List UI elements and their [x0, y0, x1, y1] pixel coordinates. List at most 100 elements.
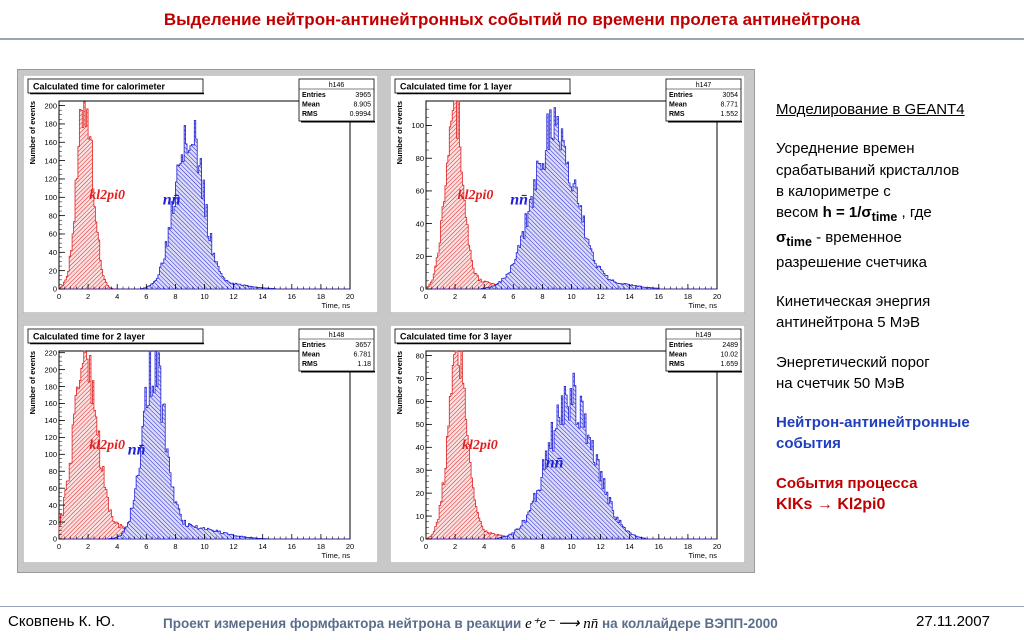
- x-tick-label: 16: [288, 292, 296, 301]
- y-tick-label: 70: [416, 374, 424, 383]
- y-tick-label: 60: [416, 187, 424, 196]
- y-tick-label: 50: [416, 420, 424, 429]
- stats-key: Mean: [302, 102, 320, 109]
- stats-value: 3657: [355, 342, 371, 349]
- y-tick-label: 100: [44, 193, 57, 202]
- histogram-layer1: 0 2 4 6 8 10 12 14 16 18 20 0 20 40 60 80 100 Time, ns Num…: [390, 75, 745, 313]
- nnbar-label: nn̄: [128, 441, 146, 458]
- stats-key: RMS: [669, 361, 685, 368]
- note-energy-line2: антинейтрона 5 МэВ: [776, 314, 921, 332]
- panel-calorimeter: 0 2 4 6 8 10 12 14 16 18 20 0 20 40 60 80 100 120 140 160 18…: [23, 75, 378, 313]
- y-tick-label: 180: [44, 120, 57, 129]
- kl2pi0-label: kl2pi0: [462, 438, 498, 453]
- stats-hist-name: h148: [329, 332, 345, 339]
- footer-project: Проект измерения формфактора нейтрона в …: [163, 614, 778, 633]
- x-tick-label: 10: [567, 292, 575, 301]
- notes-panel: Моделирование в GEANT4 Усреднение времен…: [776, 99, 1021, 535]
- stats-box: [665, 328, 742, 372]
- y-tick-label: 100: [411, 121, 424, 130]
- x-tick-label: 8: [540, 292, 544, 301]
- x-tick-label: 8: [540, 542, 544, 551]
- note-averaging-line3: в калориметре с: [776, 182, 891, 200]
- title-divider: [0, 38, 1024, 40]
- x-tick-label: 18: [317, 292, 325, 301]
- stats-value: 8.771: [720, 102, 738, 109]
- stats-box: [298, 328, 375, 372]
- x-tick-label: 0: [424, 292, 428, 301]
- note-nnbar-line2: события: [776, 435, 841, 453]
- stats-value: 2489: [722, 342, 738, 349]
- y-tick-label: 20: [416, 252, 424, 261]
- x-tick-label: 16: [655, 542, 663, 551]
- nnbar-label: nn̄: [163, 191, 181, 208]
- x-tick-label: 4: [115, 292, 119, 301]
- x-tick-label: 10: [567, 542, 575, 551]
- y-axis-title: Number of events: [395, 101, 404, 164]
- stats-key: Entries: [302, 342, 326, 349]
- x-axis-title: Time, ns: [689, 551, 718, 560]
- x-tick-label: 2: [453, 542, 457, 551]
- y-tick-label: 80: [416, 154, 424, 163]
- stats-hist-name: h147: [696, 82, 712, 89]
- nnbar-label: nn̄: [546, 455, 564, 472]
- y-tick-label: 0: [53, 535, 57, 544]
- x-tick-label: 4: [115, 542, 119, 551]
- x-tick-label: 16: [655, 292, 663, 301]
- note-process-line2: KlKs → Kl2pi0: [776, 496, 886, 514]
- x-tick-label: 4: [482, 542, 486, 551]
- y-tick-label: 10: [416, 512, 424, 521]
- x-tick-label: 14: [259, 542, 267, 551]
- note-sigma-after: - временное: [811, 228, 902, 246]
- x-tick-label: 18: [684, 542, 692, 551]
- stats-value: 3965: [355, 92, 371, 99]
- nnbar-histogram: [426, 372, 717, 540]
- x-tick-label: 2: [453, 292, 457, 301]
- y-tick-label: 60: [49, 230, 57, 239]
- histogram-title: Calculated time for 1 layer: [400, 82, 513, 92]
- stats-hist-name: h146: [329, 82, 345, 89]
- note-threshold-line2: на счетчик 50 МэВ: [776, 374, 905, 392]
- y-tick-label: 200: [44, 365, 57, 374]
- note-sigma-sub: time: [786, 234, 812, 249]
- y-tick-label: 40: [416, 219, 424, 228]
- y-tick-label: 80: [49, 211, 57, 220]
- footer-reaction-arrow: ⟶: [557, 616, 580, 632]
- y-tick-label: 60: [416, 397, 424, 406]
- y-tick-label: 160: [44, 138, 57, 147]
- footer-project-pre: Проект измерения формфактора нейтрона в …: [163, 616, 522, 631]
- stats-value: 0.9994: [350, 111, 372, 118]
- stats-value: 10.02: [720, 352, 738, 359]
- histogram-title: Calculated time for 2 layer: [33, 332, 146, 342]
- footer-reaction-rhs: nn̄: [583, 616, 599, 632]
- x-tick-label: 10: [200, 292, 208, 301]
- x-tick-label: 0: [57, 292, 61, 301]
- note-averaging-line1: Усреднение времен: [776, 140, 915, 158]
- histogram-calorimeter: 0 2 4 6 8 10 12 14 16 18 2002040608010012014016018…: [23, 75, 378, 313]
- y-axis-title: Number of events: [28, 351, 37, 414]
- y-tick-label: 20: [49, 266, 57, 275]
- x-tick-label: 4: [482, 292, 486, 301]
- x-tick-label: 6: [511, 292, 515, 301]
- x-tick-label: 20: [346, 542, 354, 551]
- y-tick-label: 80: [416, 351, 424, 360]
- y-tick-label: 120: [44, 433, 57, 442]
- y-tick-label: 100: [44, 450, 57, 459]
- footer-divider: [0, 606, 1024, 607]
- histogram-title: Calculated time for 3 layer: [400, 332, 513, 342]
- x-tick-label: 12: [596, 292, 604, 301]
- footer-reaction-lhs: e⁺e⁻: [525, 616, 555, 632]
- stats-key: Entries: [302, 92, 326, 99]
- x-tick-label: 18: [684, 292, 692, 301]
- y-tick-label: 0: [420, 285, 424, 294]
- footer-author: Сковпень К. Ю.: [8, 613, 115, 630]
- stats-key: Mean: [669, 102, 687, 109]
- x-tick-label: 8: [173, 542, 177, 551]
- stats-value: 8.905: [353, 102, 371, 109]
- x-tick-label: 14: [626, 542, 634, 551]
- note-geant-text: Моделирование в GEANT4: [776, 101, 965, 118]
- x-tick-label: 6: [144, 292, 148, 301]
- stats-value: 1.18: [357, 361, 371, 368]
- x-tick-label: 16: [288, 542, 296, 551]
- y-tick-label: 220: [44, 348, 57, 357]
- slide-title: Выделение нейтрон-антинейтронных событий…: [163, 10, 861, 29]
